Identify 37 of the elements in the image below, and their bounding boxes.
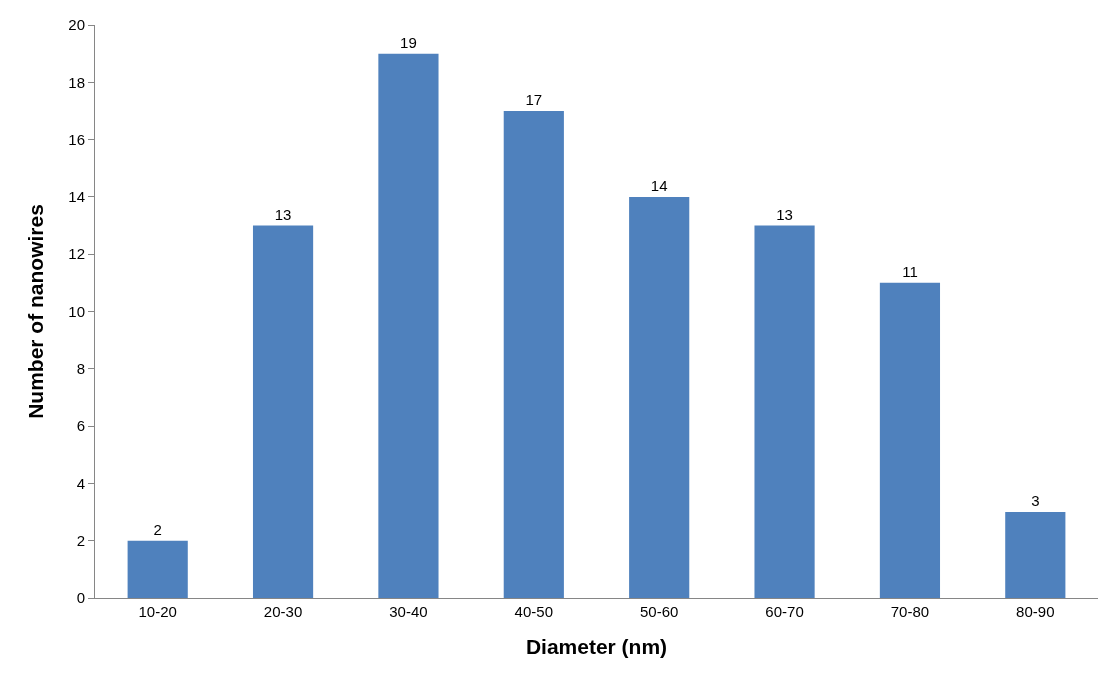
x-tick-label: 20-30 [263,603,303,620]
x-tick-label: 30-40 [389,603,428,620]
data-label: 2 [153,520,162,538]
data-label: 14 [650,176,668,194]
x-axis-title: Diameter (nm) [525,635,668,659]
bar [252,225,314,598]
bar [629,196,690,598]
data-label: 11 [902,262,918,280]
data-label: 19 [400,33,417,51]
y-tick-label: 18 [68,73,85,91]
y-tick-label: 16 [68,130,85,148]
bar [378,53,439,598]
y-tick-label: 0 [76,589,85,607]
y-tick-label: 4 [76,474,85,492]
data-label: 13 [274,205,292,223]
y-tick-label: 8 [76,360,85,378]
bar [754,225,815,598]
bar [1005,512,1066,598]
y-tick-label: 6 [76,417,85,435]
y-tick-label: 2 [76,531,85,549]
y-tick-label: 14 [68,188,85,206]
x-tick-label: 60-70 [765,603,804,620]
bar [503,110,564,598]
bar [879,282,941,598]
x-tick-label: 70-80 [890,603,930,620]
data-label: 3 [1031,492,1040,510]
data-label: 17 [525,90,543,108]
x-tick-label: 40-50 [514,603,553,620]
x-tick-label: 80-90 [1016,603,1055,620]
y-tick-label: 20 [68,16,85,34]
data-label: 13 [776,205,793,223]
x-tick-label: 50-60 [640,603,679,620]
x-tick-label: 10-20 [138,603,177,620]
y-tick-label: 12 [68,245,85,263]
y-tick-label: 10 [68,302,85,320]
bar [127,540,188,598]
y-axis-title: Number of nanowires [24,204,48,419]
